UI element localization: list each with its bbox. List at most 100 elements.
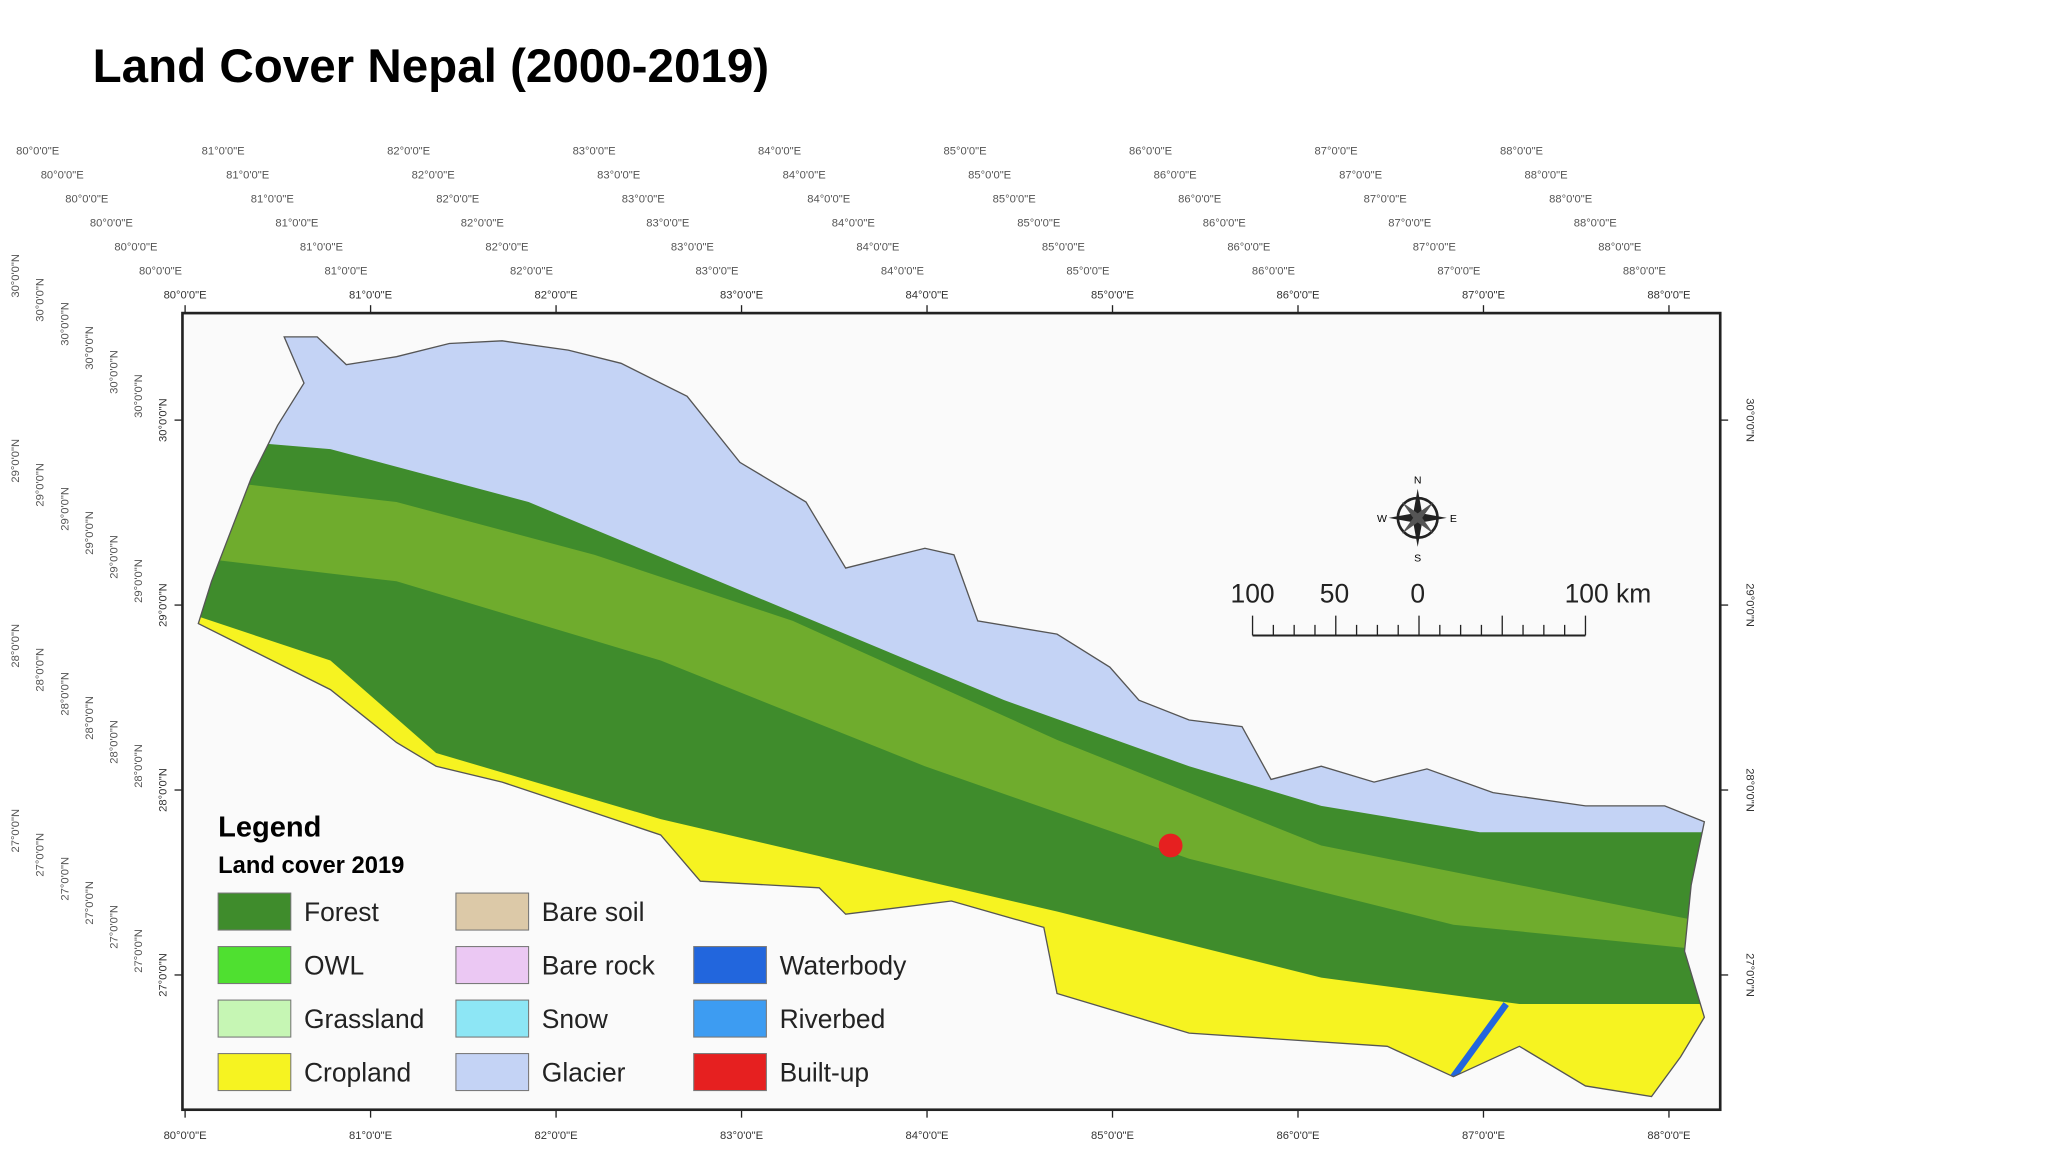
lon-label: 83°0'0"E: [720, 1130, 763, 1142]
lat-label: 28°0'0"N: [1744, 768, 1756, 812]
lat-label-ghost: 27°0'0"N: [108, 905, 120, 949]
lat-label-ghost: 28°0'0"N: [10, 624, 22, 668]
lon-label-ghost: 87°0'0"E: [1315, 145, 1358, 157]
lat-label-ghost: 27°0'0"N: [10, 809, 22, 853]
legend-swatch: [693, 1053, 767, 1092]
legend-label: Snow: [542, 1004, 609, 1034]
lon-label-ghost: 83°0'0"E: [646, 217, 689, 229]
lon-label-ghost: 86°0'0"E: [1154, 169, 1197, 181]
lat-label-ghost: 29°0'0"N: [59, 487, 71, 531]
lat-label: 27°0'0"N: [158, 953, 170, 997]
legend-label: Cropland: [304, 1057, 411, 1087]
lon-label: 85°0'0"E: [1091, 1130, 1134, 1142]
lon-label-ghost: 87°0'0"E: [1339, 169, 1382, 181]
lat-label: 28°0'0"N: [158, 768, 170, 812]
legend-swatch: [217, 946, 292, 985]
scale-label: 100: [1231, 578, 1275, 608]
lat-label-ghost: 30°0'0"N: [35, 278, 47, 322]
lon-label: 85°0'0"E: [1091, 290, 1134, 302]
lon-label-ghost: 85°0'0"E: [1066, 266, 1109, 278]
lon-label-ghost: 85°0'0"E: [1042, 241, 1085, 253]
compass-e: E: [1450, 513, 1457, 525]
lon-label-ghost: 80°0'0"E: [41, 169, 84, 181]
lat-label-ghost: 29°0'0"N: [108, 535, 120, 579]
lon-label-ghost: 80°0'0"E: [114, 241, 157, 253]
lon-label-ghost: 82°0'0"E: [387, 145, 430, 157]
lat-label-ghost: 28°0'0"N: [35, 648, 47, 692]
legend-swatch: [217, 1053, 292, 1092]
lon-label: 88°0'0"E: [1647, 290, 1690, 302]
lon-label-ghost: 82°0'0"E: [436, 193, 479, 205]
lon-label-ghost: 80°0'0"E: [65, 193, 108, 205]
lat-label-ghost: 30°0'0"N: [133, 374, 145, 418]
lon-label-ghost: 88°0'0"E: [1623, 266, 1666, 278]
lat-label-ghost: 27°0'0"N: [59, 857, 71, 901]
legend-swatch: [455, 999, 530, 1038]
lon-label-ghost: 84°0'0"E: [807, 193, 850, 205]
lon-label: 82°0'0"E: [535, 290, 578, 302]
scale-label: 0: [1410, 578, 1425, 608]
legend-label: Forest: [304, 897, 379, 927]
lon-label-ghost: 85°0'0"E: [993, 193, 1036, 205]
lat-label-ghost: 30°0'0"N: [84, 326, 96, 370]
lon-label-ghost: 87°0'0"E: [1437, 266, 1480, 278]
lon-label-ghost: 85°0'0"E: [944, 145, 987, 157]
lon-label-ghost: 86°0'0"E: [1227, 241, 1270, 253]
lon-label: 81°0'0"E: [349, 1130, 392, 1142]
lon-label-ghost: 88°0'0"E: [1598, 241, 1641, 253]
legend-label: Bare rock: [542, 950, 656, 980]
compass-n: N: [1414, 475, 1422, 487]
lat-label-ghost: 30°0'0"N: [10, 254, 22, 298]
lon-label-ghost: 83°0'0"E: [622, 193, 665, 205]
legend-label: Bare soil: [542, 897, 645, 927]
lon-label: 80°0'0"E: [164, 290, 207, 302]
legend-swatch: [693, 946, 767, 985]
title: Land Cover Nepal (2000-2019): [93, 40, 769, 93]
lat-label-ghost: 29°0'0"N: [84, 511, 96, 555]
scale-label: 100 km: [1565, 578, 1652, 608]
lat-label: 30°0'0"N: [158, 398, 170, 442]
lat-label-ghost: 28°0'0"N: [108, 720, 120, 764]
lon-label-ghost: 87°0'0"E: [1364, 193, 1407, 205]
lat-label-ghost: 28°0'0"N: [84, 696, 96, 740]
legend-swatch: [455, 1053, 530, 1092]
lon-label-ghost: 88°0'0"E: [1525, 169, 1568, 181]
legend-swatch: [455, 892, 530, 931]
lat-label-ghost: 27°0'0"N: [133, 929, 145, 973]
lon-label: 87°0'0"E: [1462, 1130, 1505, 1142]
scale-label: 50: [1320, 578, 1349, 608]
lat-label-ghost: 27°0'0"N: [84, 881, 96, 925]
lat-label-ghost: 29°0'0"N: [35, 463, 47, 507]
lat-label: 29°0'0"N: [158, 583, 170, 627]
lon-label-ghost: 81°0'0"E: [324, 266, 367, 278]
legend-label: Built-up: [780, 1057, 870, 1087]
lat-label-ghost: 29°0'0"N: [133, 559, 145, 603]
lon-label: 83°0'0"E: [720, 290, 763, 302]
lon-label-ghost: 83°0'0"E: [695, 266, 738, 278]
lon-label: 88°0'0"E: [1647, 1130, 1690, 1142]
lon-label-ghost: 81°0'0"E: [275, 217, 318, 229]
lon-label-ghost: 84°0'0"E: [881, 266, 924, 278]
lon-label-ghost: 86°0'0"E: [1203, 217, 1246, 229]
lon-label-ghost: 86°0'0"E: [1129, 145, 1172, 157]
lon-label-ghost: 87°0'0"E: [1413, 241, 1456, 253]
lon-label-ghost: 84°0'0"E: [832, 217, 875, 229]
lon-label-ghost: 86°0'0"E: [1178, 193, 1221, 205]
lon-label: 81°0'0"E: [349, 290, 392, 302]
lon-label-ghost: 85°0'0"E: [968, 169, 1011, 181]
lon-label-ghost: 87°0'0"E: [1388, 217, 1431, 229]
lon-label: 80°0'0"E: [164, 1130, 207, 1142]
lon-label-ghost: 88°0'0"E: [1574, 217, 1617, 229]
lon-label-ghost: 84°0'0"E: [856, 241, 899, 253]
lon-label-ghost: 81°0'0"E: [226, 169, 269, 181]
lon-label: 86°0'0"E: [1276, 290, 1319, 302]
legend-label: OWL: [304, 950, 364, 980]
lon-label: 84°0'0"E: [905, 290, 948, 302]
lon-label-ghost: 81°0'0"E: [202, 145, 245, 157]
lon-label-ghost: 82°0'0"E: [461, 217, 504, 229]
lon-label-ghost: 85°0'0"E: [1017, 217, 1060, 229]
lon-label-ghost: 83°0'0"E: [671, 241, 714, 253]
lon-label-ghost: 81°0'0"E: [251, 193, 294, 205]
lat-label-ghost: 30°0'0"N: [59, 302, 71, 346]
